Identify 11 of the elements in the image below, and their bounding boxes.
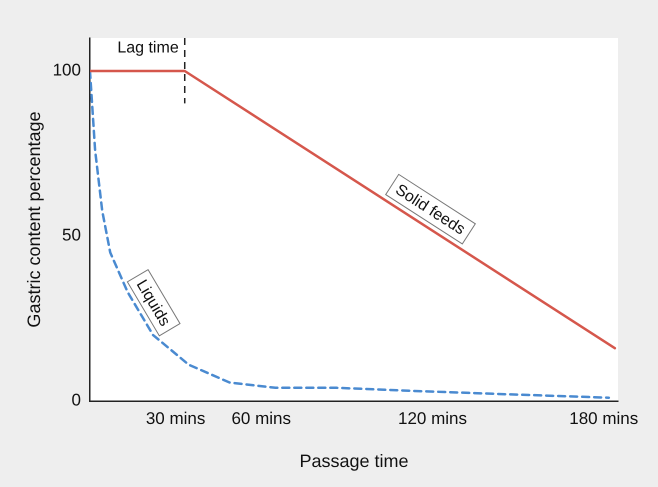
x-tick-label: 180 mins [569, 408, 638, 428]
y-tick-label: 50 [62, 226, 81, 245]
y-axis-title: Gastric content percentage [24, 111, 44, 328]
x-tick-label: 120 mins [398, 408, 467, 428]
x-tick-label: 60 mins [231, 408, 291, 428]
y-tick-label: 100 [52, 60, 81, 80]
x-axis-title: Passage time [299, 451, 409, 472]
line-series [90, 70, 610, 399]
y-tick-label: 0 [71, 390, 81, 410]
x-tick-label: 30 mins [146, 408, 206, 428]
ref-line-label: Lag time [117, 39, 179, 56]
